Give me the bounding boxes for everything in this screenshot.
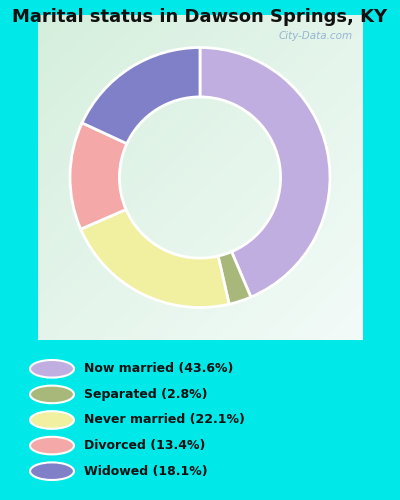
Circle shape <box>30 386 74 403</box>
Wedge shape <box>218 252 251 304</box>
Text: Never married (22.1%): Never married (22.1%) <box>84 414 245 426</box>
Wedge shape <box>82 48 200 144</box>
Circle shape <box>30 360 74 378</box>
Circle shape <box>30 462 74 480</box>
Text: Marital status in Dawson Springs, KY: Marital status in Dawson Springs, KY <box>12 8 388 26</box>
Text: Now married (43.6%): Now married (43.6%) <box>84 362 233 376</box>
Wedge shape <box>70 123 127 229</box>
Text: Widowed (18.1%): Widowed (18.1%) <box>84 464 208 477</box>
Circle shape <box>30 411 74 429</box>
Text: City-Data.com: City-Data.com <box>279 31 353 42</box>
Wedge shape <box>81 210 229 308</box>
Wedge shape <box>200 48 330 297</box>
Text: Separated (2.8%): Separated (2.8%) <box>84 388 208 401</box>
Circle shape <box>30 437 74 454</box>
Text: Divorced (13.4%): Divorced (13.4%) <box>84 439 205 452</box>
